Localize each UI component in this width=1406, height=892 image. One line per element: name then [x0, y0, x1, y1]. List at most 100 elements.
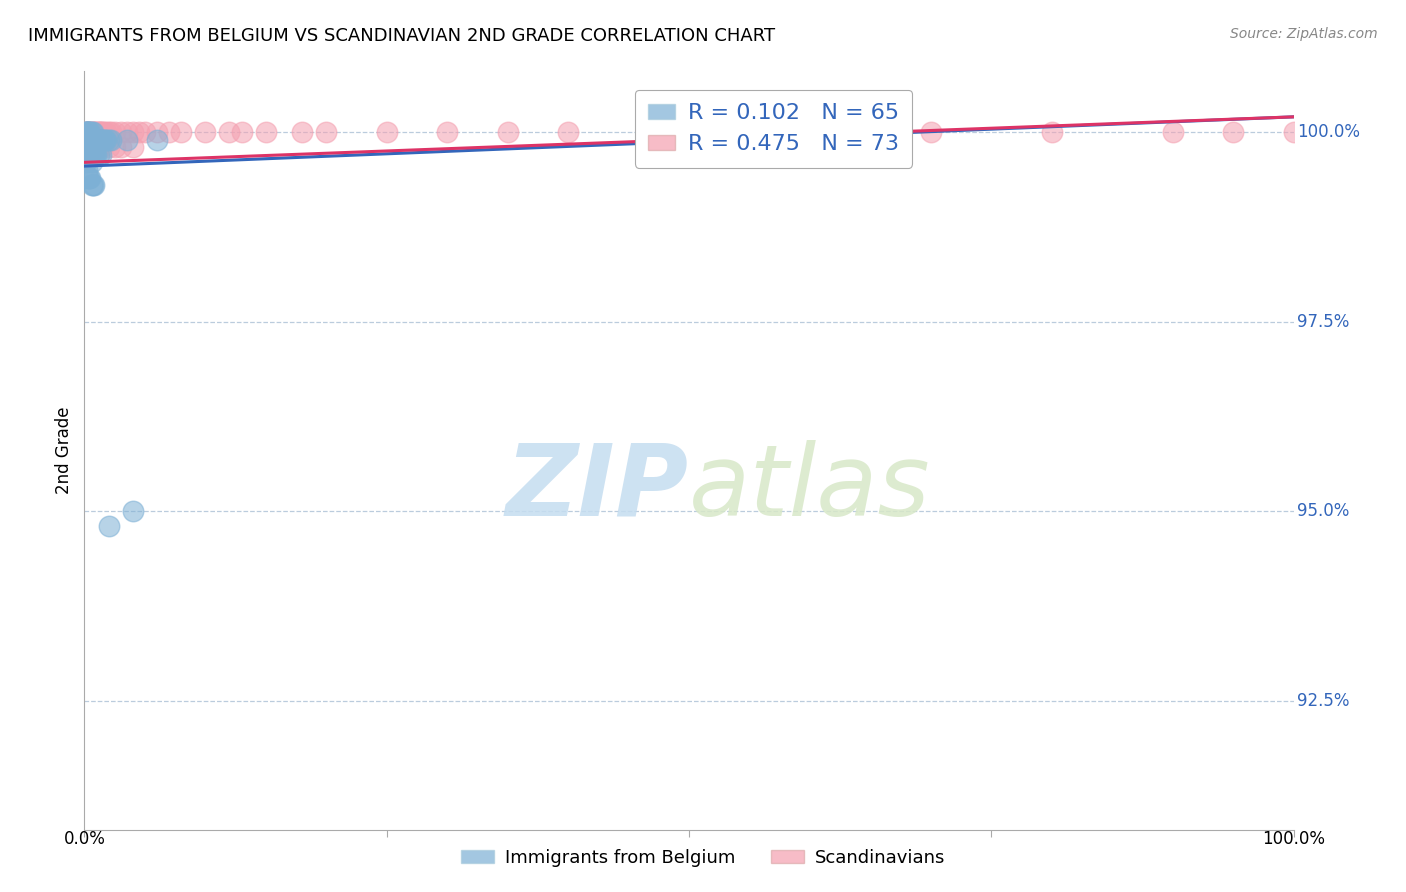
- Point: [80, 125, 103, 139]
- Point: [375, 125, 398, 139]
- Point: [90, 133, 112, 147]
- Point: [97, 125, 120, 139]
- Text: IMMIGRANTS FROM BELGIUM VS SCANDINAVIAN 2ND GRADE CORRELATION CHART: IMMIGRANTS FROM BELGIUM VS SCANDINAVIAN …: [28, 27, 775, 45]
- Point: [89, 133, 111, 147]
- Point: [77, 140, 100, 154]
- Point: [496, 125, 519, 139]
- Point: [84, 133, 107, 147]
- Point: [128, 125, 150, 139]
- Point: [90, 148, 112, 162]
- Point: [79, 125, 101, 139]
- Point: [90, 125, 112, 139]
- Point: [86, 125, 108, 139]
- Point: [254, 125, 277, 139]
- Point: [77, 125, 100, 139]
- Point: [75, 125, 97, 139]
- Text: 95.0%: 95.0%: [1298, 502, 1350, 520]
- Point: [79, 133, 101, 147]
- Point: [77, 170, 100, 185]
- Point: [77, 148, 100, 162]
- Point: [82, 140, 104, 154]
- Point: [91, 140, 114, 154]
- Point: [91, 133, 114, 147]
- Point: [76, 148, 98, 162]
- Text: 92.5%: 92.5%: [1298, 691, 1350, 710]
- Point: [82, 148, 104, 162]
- Point: [79, 133, 101, 147]
- Point: [97, 133, 120, 147]
- Point: [86, 133, 108, 147]
- Point: [315, 125, 337, 139]
- Point: [75, 125, 97, 139]
- Point: [157, 125, 180, 139]
- Point: [77, 125, 100, 139]
- Point: [77, 133, 100, 147]
- Point: [77, 133, 100, 147]
- Point: [80, 133, 103, 147]
- Point: [83, 133, 105, 147]
- Point: [82, 125, 104, 139]
- Text: atlas: atlas: [689, 440, 931, 537]
- Point: [77, 133, 100, 147]
- Point: [77, 125, 100, 139]
- Point: [83, 178, 105, 193]
- Point: [100, 125, 122, 139]
- Point: [121, 125, 143, 139]
- Point: [115, 125, 138, 139]
- Point: [80, 148, 103, 162]
- Point: [76, 163, 98, 178]
- Point: [291, 125, 314, 139]
- Point: [83, 125, 105, 139]
- Point: [110, 125, 132, 139]
- Point: [75, 155, 97, 169]
- Point: [76, 125, 98, 139]
- Point: [678, 125, 700, 139]
- Point: [436, 125, 458, 139]
- Point: [80, 155, 103, 169]
- Point: [134, 125, 156, 139]
- Point: [82, 133, 104, 147]
- Point: [100, 133, 122, 147]
- Point: [557, 125, 579, 139]
- Point: [76, 133, 98, 147]
- Point: [86, 140, 108, 154]
- Point: [84, 140, 107, 154]
- Point: [87, 133, 110, 147]
- Point: [75, 140, 97, 154]
- Point: [79, 140, 101, 154]
- Point: [84, 140, 107, 154]
- Point: [83, 133, 105, 147]
- Point: [86, 125, 108, 139]
- Point: [77, 133, 100, 147]
- Point: [121, 504, 143, 518]
- Point: [80, 140, 103, 154]
- Point: [84, 148, 107, 162]
- Point: [110, 140, 132, 154]
- Text: 97.5%: 97.5%: [1298, 312, 1350, 331]
- Point: [77, 125, 100, 139]
- Point: [1222, 125, 1244, 139]
- Point: [146, 133, 169, 147]
- Point: [89, 125, 111, 139]
- Point: [77, 125, 100, 139]
- Point: [1040, 125, 1063, 139]
- Y-axis label: 2nd Grade: 2nd Grade: [55, 407, 73, 494]
- Legend: Immigrants from Belgium, Scandinavians: Immigrants from Belgium, Scandinavians: [454, 842, 952, 874]
- Text: Source: ZipAtlas.com: Source: ZipAtlas.com: [1230, 27, 1378, 41]
- Point: [79, 133, 101, 147]
- Point: [80, 133, 103, 147]
- Point: [104, 125, 127, 139]
- Point: [94, 133, 117, 147]
- Point: [86, 133, 108, 147]
- Legend: R = 0.102   N = 65, R = 0.475   N = 73: R = 0.102 N = 65, R = 0.475 N = 73: [634, 90, 912, 168]
- Point: [121, 140, 143, 154]
- Point: [79, 148, 101, 162]
- Point: [84, 125, 107, 139]
- Point: [93, 125, 115, 139]
- Point: [87, 140, 110, 154]
- Point: [82, 140, 104, 154]
- Point: [94, 133, 117, 147]
- Point: [76, 148, 98, 162]
- Point: [79, 148, 101, 162]
- Point: [77, 148, 100, 162]
